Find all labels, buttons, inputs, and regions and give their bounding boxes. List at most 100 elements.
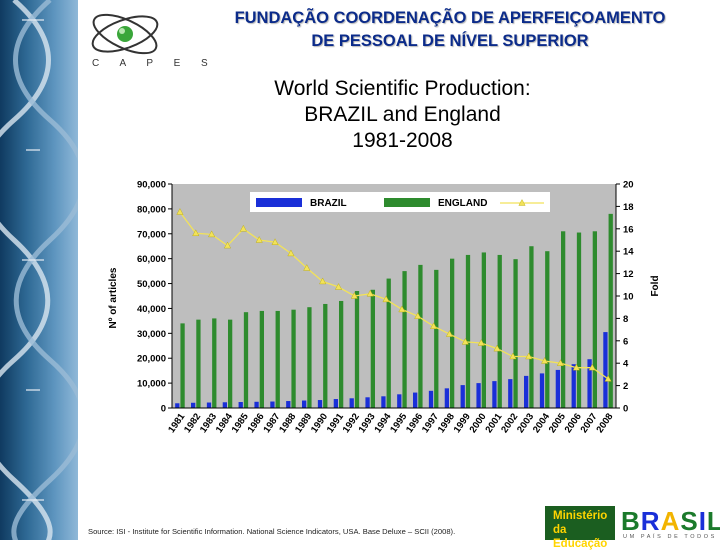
bar-brazil	[238, 402, 243, 408]
fold-point	[350, 292, 358, 299]
y-tick-label: 30,000	[137, 329, 166, 340]
organization-name: FUNDAÇÃO COORDENAÇÃO DE APERFEIÇOAMENTO …	[180, 7, 720, 53]
capes-logo	[85, 6, 165, 68]
bar-england	[561, 231, 566, 408]
fold-line	[179, 211, 609, 380]
bar-brazil	[349, 398, 354, 408]
x-tick-label: 1993	[357, 411, 378, 435]
x-tick-label: 1982	[182, 411, 203, 435]
fold-point	[556, 359, 565, 366]
fold-point	[192, 229, 200, 236]
x-tick-label: 2006	[563, 411, 584, 435]
fold-point	[461, 337, 469, 345]
y-tick-label: 0	[161, 404, 166, 415]
x-tick-label: 1999	[452, 411, 473, 435]
y-tick-label: 70,000	[137, 229, 166, 240]
bar-england	[370, 289, 375, 408]
legend-swatch-england	[384, 198, 430, 207]
bar-brazil	[492, 381, 497, 408]
brasil-letter: L	[706, 506, 720, 536]
bar-england	[592, 231, 597, 408]
bar-england	[481, 252, 486, 408]
capes-logo-text: C A P E S	[92, 58, 217, 69]
bar-england	[576, 232, 582, 408]
fold-point	[382, 295, 390, 303]
bar-england	[339, 300, 344, 408]
y2-axis-label: Fold	[650, 275, 661, 296]
bar-england	[259, 310, 264, 408]
bar-brazil	[413, 392, 418, 408]
ministry-box: Ministério da Educação	[545, 506, 615, 550]
fold-point	[208, 230, 216, 238]
bar-england	[545, 251, 550, 408]
bar-brazil	[444, 388, 449, 408]
x-tick-label: 2008	[594, 411, 615, 435]
bar-england	[323, 303, 328, 408]
y2-tick-label: 2	[623, 381, 628, 392]
y2-tick-label: 4	[623, 359, 629, 370]
slide-title-line-3: 1981-2008	[352, 129, 453, 152]
bar-brazil	[286, 401, 291, 408]
x-tick-label: 1983	[198, 411, 219, 435]
bar-england	[291, 309, 296, 408]
brasil-letter: I	[698, 506, 707, 536]
bar-england	[608, 213, 613, 408]
bar-brazil	[460, 385, 465, 408]
source-note: Source: ISI - Institute for Scientific I…	[88, 527, 456, 536]
y-tick-label: 40,000	[137, 304, 166, 315]
bar-england	[386, 278, 391, 408]
fold-point	[414, 312, 422, 319]
bar-brazil	[317, 400, 323, 408]
bar-brazil	[365, 397, 370, 408]
y-axis-label: Nº of articles	[108, 267, 119, 328]
y-tick-label: 80,000	[137, 204, 166, 215]
slide-title-line-1: World Scientific Production:	[274, 77, 531, 100]
bar-brazil	[397, 394, 402, 408]
x-tick-label: 1988	[277, 411, 298, 435]
bar-england	[529, 246, 534, 408]
y-tick-label: 50,000	[137, 279, 166, 290]
bar-england	[228, 319, 233, 408]
fold-point	[255, 236, 263, 243]
bar-brazil	[333, 399, 338, 408]
x-tick-label: 1992	[341, 411, 362, 435]
fold-point	[604, 374, 612, 382]
bar-brazil	[555, 369, 560, 408]
fold-point	[477, 339, 485, 346]
y-tick-label: 60,000	[137, 254, 166, 265]
bar-brazil	[191, 402, 196, 408]
org-line-2: DE PESSOAL DE NÍVEL SUPERIOR	[311, 32, 589, 50]
x-tick-label: 2002	[499, 411, 520, 435]
bar-brazil	[270, 401, 275, 408]
bar-brazil	[381, 396, 386, 408]
bar-brazil	[175, 403, 180, 408]
y2-tick-label: 14	[623, 247, 634, 258]
legend-marker-fold	[518, 199, 526, 206]
bar-brazil	[539, 373, 545, 408]
x-tick-label: 1989	[293, 411, 314, 435]
x-tick-label: 1990	[309, 411, 330, 435]
fold-point	[493, 344, 501, 352]
y2-tick-label: 20	[623, 180, 634, 191]
y-tick-label: 20,000	[137, 354, 166, 365]
fold-point	[430, 322, 438, 329]
brasil-letter: S	[680, 506, 699, 536]
x-tick-label: 2003	[515, 411, 536, 435]
org-line-1: FUNDAÇÃO COORDENAÇÃO DE APERFEIÇOAMENTO	[234, 9, 666, 27]
y-tick-label: 10,000	[137, 379, 166, 390]
bar-brazil	[222, 402, 227, 408]
x-tick-label: 1998	[436, 411, 457, 435]
fold-point	[525, 352, 533, 360]
ministry-line-2: da Educação	[553, 524, 608, 550]
bar-brazil	[206, 402, 212, 408]
brasil-letter: R	[640, 506, 661, 536]
bar-england	[450, 258, 455, 408]
slide-title: World Scientific Production: BRAZIL and …	[200, 76, 605, 154]
x-tick-label: 2007	[579, 411, 600, 435]
y2-tick-label: 12	[623, 269, 634, 280]
y2-tick-label: 10	[623, 292, 634, 303]
x-tick-label: 2000	[468, 411, 489, 435]
fold-point	[588, 363, 596, 371]
brasil-brand: BRASIL	[621, 508, 720, 534]
dna-helix-icon	[0, 0, 78, 540]
